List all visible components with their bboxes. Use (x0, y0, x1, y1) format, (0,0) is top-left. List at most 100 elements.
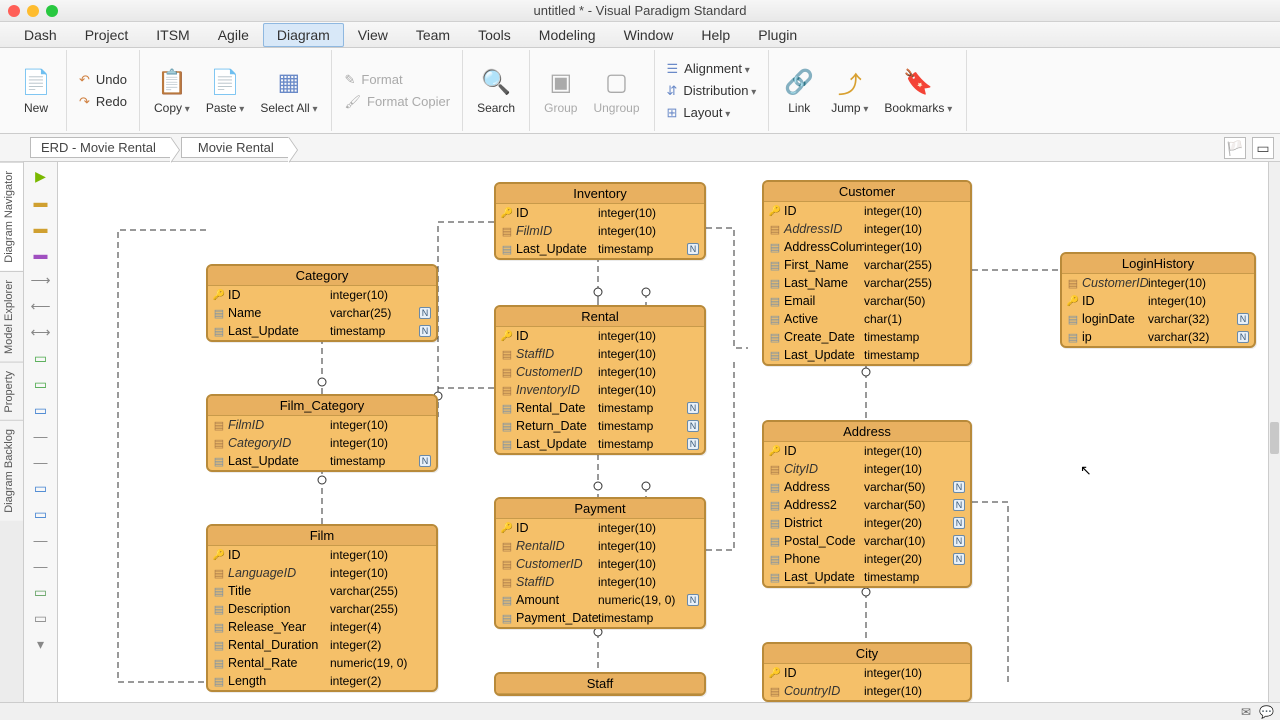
undo-button[interactable]: ↶Undo (73, 70, 133, 90)
entity-column[interactable]: Emailvarchar(50) (764, 292, 970, 310)
entity-column[interactable]: IDinteger(10) (208, 546, 436, 564)
entity-column[interactable]: IDinteger(10) (764, 202, 970, 220)
palette-item-8[interactable]: ▭ (30, 374, 52, 394)
menu-view[interactable]: View (344, 23, 402, 47)
palette-item-12[interactable]: ▭ (30, 478, 52, 498)
close-dot[interactable] (8, 5, 20, 17)
side-tab-2[interactable]: Property (0, 362, 23, 421)
entity-column[interactable]: CustomerIDinteger(10) (1062, 274, 1254, 292)
entity-column[interactable]: Last_UpdatetimestampN (208, 452, 436, 470)
palette-item-17[interactable]: ▭ (30, 608, 52, 628)
palette-item-18[interactable]: ▾ (30, 634, 52, 654)
entity-city[interactable]: CityIDinteger(10)CountryIDinteger(10) (762, 642, 972, 702)
bc-window-icon[interactable]: ▭ (1252, 137, 1274, 159)
palette-item-7[interactable]: ▭ (30, 348, 52, 368)
entity-payment[interactable]: PaymentIDinteger(10)RentalIDinteger(10)C… (494, 497, 706, 629)
layout-button[interactable]: ⊞Layout (661, 103, 763, 123)
entity-column[interactable]: Address2varchar(50)N (764, 496, 970, 514)
palette-item-11[interactable]: — (30, 452, 52, 472)
ungroup-button[interactable]: ▢Ungroup (585, 63, 647, 119)
entity-column[interactable]: IDinteger(10) (1062, 292, 1254, 310)
entity-film[interactable]: FilmIDinteger(10)LanguageIDinteger(10)Ti… (206, 524, 438, 692)
entity-address[interactable]: AddressIDinteger(10)CityIDinteger(10)Add… (762, 420, 972, 588)
entity-column[interactable]: StaffIDinteger(10) (496, 573, 704, 591)
entity-column[interactable]: Titlevarchar(255) (208, 582, 436, 600)
jump-button[interactable]: ⤴Jump (823, 63, 876, 119)
entity-column[interactable]: Last_Updatetimestamp (764, 568, 970, 586)
entity-column[interactable]: Namevarchar(25)N (208, 304, 436, 322)
entity-column[interactable]: Descriptionvarchar(255) (208, 600, 436, 618)
entity-column[interactable]: Payment_Datetimestamp (496, 609, 704, 627)
palette-item-15[interactable]: — (30, 556, 52, 576)
entity-column[interactable]: CategoryIDinteger(10) (208, 434, 436, 452)
entity-column[interactable]: ipvarchar(32)N (1062, 328, 1254, 346)
entity-column[interactable]: Create_Datetimestamp (764, 328, 970, 346)
entity-column[interactable]: CustomerIDinteger(10) (496, 555, 704, 573)
entity-column[interactable]: Rental_Ratenumeric(19, 0) (208, 654, 436, 672)
alignment-button[interactable]: ☰Alignment (661, 59, 763, 79)
entity-column[interactable]: Release_Yearinteger(4) (208, 618, 436, 636)
select-all-button[interactable]: ▦Select All (252, 63, 325, 119)
side-tab-0[interactable]: Diagram Navigator (0, 162, 23, 271)
menu-plugin[interactable]: Plugin (744, 23, 811, 47)
crumb-2[interactable]: Movie Rental (181, 137, 289, 158)
palette-item-10[interactable]: — (30, 426, 52, 446)
palette-item-2[interactable]: ▬ (30, 218, 52, 238)
entity-column[interactable]: Last_Namevarchar(255) (764, 274, 970, 292)
entity-column[interactable]: IDinteger(10) (496, 519, 704, 537)
entity-column[interactable]: IDinteger(10) (496, 204, 704, 222)
entity-staff[interactable]: Staff (494, 672, 706, 696)
menu-team[interactable]: Team (402, 23, 464, 47)
entity-column[interactable]: Addressvarchar(50)N (764, 478, 970, 496)
entity-column[interactable]: Lengthinteger(2) (208, 672, 436, 690)
entity-column[interactable]: Rental_Durationinteger(2) (208, 636, 436, 654)
entity-column[interactable]: IDinteger(10) (764, 442, 970, 460)
side-tab-3[interactable]: Diagram Backlog (0, 420, 23, 521)
palette-item-3[interactable]: ▬ (30, 244, 52, 264)
entity-column[interactable]: IDinteger(10) (208, 286, 436, 304)
palette-item-4[interactable]: ⟶ (30, 270, 52, 290)
distribution-button[interactable]: ⇵Distribution (661, 81, 763, 101)
menu-help[interactable]: Help (687, 23, 744, 47)
entity-category[interactable]: CategoryIDinteger(10)Namevarchar(25)NLas… (206, 264, 438, 342)
bookmarks-button[interactable]: 🔖Bookmarks (876, 63, 960, 119)
format-copier-button[interactable]: 🖌Format Copier (338, 92, 456, 112)
comment-icon[interactable]: 💬 (1259, 705, 1274, 719)
entity-column[interactable]: Last_Updatetimestamp (764, 346, 970, 364)
entity-column[interactable]: CustomerIDinteger(10) (496, 363, 704, 381)
menu-project[interactable]: Project (71, 23, 143, 47)
link-button[interactable]: 🔗Link (775, 63, 823, 119)
entity-customer[interactable]: CustomerIDinteger(10)AddressIDinteger(10… (762, 180, 972, 366)
menu-itsm[interactable]: ITSM (142, 23, 203, 47)
menu-diagram[interactable]: Diagram (263, 23, 344, 47)
menu-window[interactable]: Window (610, 23, 688, 47)
search-button[interactable]: 🔍Search (469, 63, 523, 119)
entity-loginhistory[interactable]: LoginHistoryCustomerIDinteger(10)IDinteg… (1060, 252, 1256, 348)
entity-column[interactable]: Activechar(1) (764, 310, 970, 328)
palette-item-6[interactable]: ⟷ (30, 322, 52, 342)
mail-icon[interactable]: ✉ (1241, 705, 1251, 719)
palette-item-5[interactable]: ⟵ (30, 296, 52, 316)
entity-column[interactable]: Rental_DatetimestampN (496, 399, 704, 417)
entity-column[interactable]: AddressIDinteger(10) (764, 220, 970, 238)
paste-button[interactable]: 📄Paste (198, 63, 253, 119)
palette-item-9[interactable]: ▭ (30, 400, 52, 420)
palette-item-0[interactable]: ▶ (30, 166, 52, 186)
entity-column[interactable]: CountryIDinteger(10) (764, 682, 970, 700)
side-tab-1[interactable]: Model Explorer (0, 271, 23, 362)
entity-column[interactable]: IDinteger(10) (496, 327, 704, 345)
redo-button[interactable]: ↷Redo (73, 92, 133, 112)
entity-column[interactable]: CityIDinteger(10) (764, 460, 970, 478)
entity-column[interactable]: Districtinteger(20)N (764, 514, 970, 532)
entity-column[interactable]: Return_DatetimestampN (496, 417, 704, 435)
entity-column[interactable]: FilmIDinteger(10) (208, 416, 436, 434)
canvas[interactable]: ↖ InventoryIDinteger(10)FilmIDinteger(10… (58, 162, 1268, 702)
vertical-scrollbar[interactable] (1268, 162, 1280, 702)
entity-rental[interactable]: RentalIDinteger(10)StaffIDinteger(10)Cus… (494, 305, 706, 455)
entity-column[interactable]: First_Namevarchar(255) (764, 256, 970, 274)
entity-column[interactable]: Postal_Codevarchar(10)N (764, 532, 970, 550)
entity-inventory[interactable]: InventoryIDinteger(10)FilmIDinteger(10)L… (494, 182, 706, 260)
menu-dash[interactable]: Dash (10, 23, 71, 47)
entity-column[interactable]: AddressColumninteger(10) (764, 238, 970, 256)
copy-button[interactable]: 📋Copy (146, 63, 198, 119)
